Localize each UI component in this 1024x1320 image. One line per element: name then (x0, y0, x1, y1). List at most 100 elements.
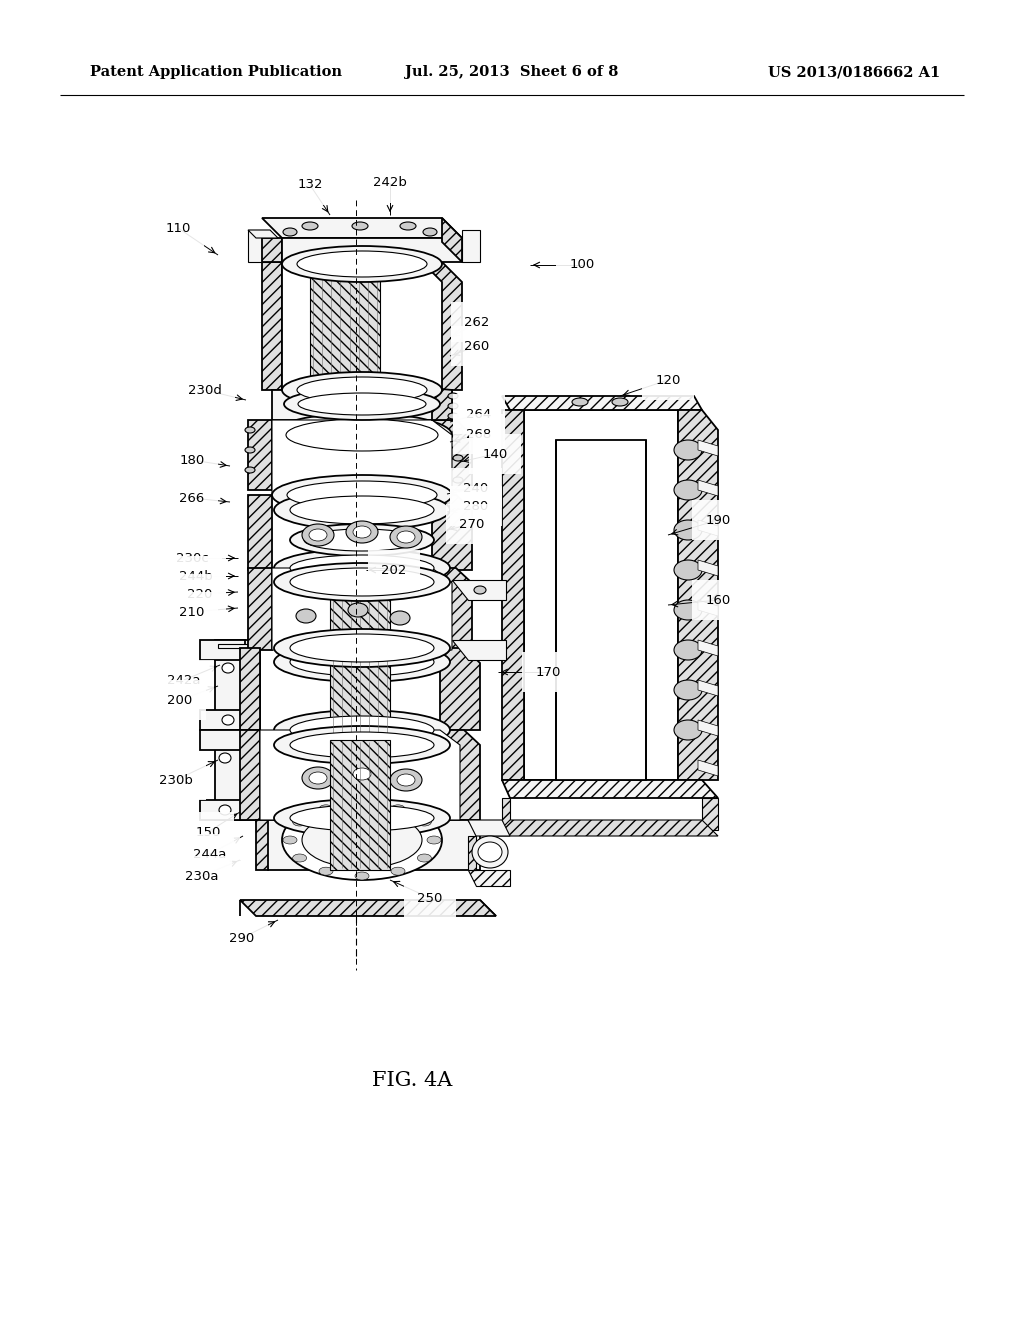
Ellipse shape (674, 560, 702, 579)
Ellipse shape (390, 525, 422, 548)
Ellipse shape (346, 763, 378, 785)
Ellipse shape (287, 480, 437, 510)
Polygon shape (330, 741, 390, 870)
Ellipse shape (274, 710, 450, 750)
Polygon shape (248, 568, 272, 649)
Text: 190: 190 (706, 513, 731, 527)
Ellipse shape (474, 586, 486, 594)
Polygon shape (330, 649, 390, 741)
Polygon shape (698, 520, 718, 536)
Ellipse shape (302, 524, 334, 546)
Ellipse shape (290, 715, 434, 744)
Ellipse shape (309, 772, 327, 784)
Polygon shape (698, 601, 718, 616)
Polygon shape (698, 440, 718, 455)
Ellipse shape (274, 630, 450, 667)
Polygon shape (678, 411, 718, 780)
Polygon shape (272, 389, 452, 420)
Ellipse shape (674, 719, 702, 741)
Polygon shape (200, 640, 245, 660)
Text: 160: 160 (706, 594, 731, 606)
Polygon shape (260, 730, 460, 820)
Ellipse shape (390, 611, 410, 624)
Text: 230d: 230d (188, 384, 222, 396)
Text: 110: 110 (165, 222, 190, 235)
Ellipse shape (293, 854, 306, 862)
Polygon shape (440, 730, 480, 820)
Polygon shape (422, 261, 462, 389)
Polygon shape (432, 568, 472, 649)
Polygon shape (262, 218, 462, 238)
Ellipse shape (222, 663, 234, 673)
Polygon shape (468, 836, 476, 870)
Text: 240: 240 (464, 482, 488, 495)
Polygon shape (215, 730, 260, 820)
Ellipse shape (427, 836, 441, 843)
Polygon shape (330, 568, 390, 649)
Ellipse shape (400, 222, 416, 230)
Polygon shape (200, 800, 245, 820)
Ellipse shape (282, 800, 442, 880)
Text: 202: 202 (381, 564, 407, 577)
Polygon shape (452, 640, 506, 660)
Polygon shape (248, 230, 278, 238)
Polygon shape (272, 420, 452, 495)
Text: 132: 132 (297, 178, 323, 191)
Ellipse shape (348, 603, 368, 616)
Polygon shape (248, 420, 272, 490)
Text: Jul. 25, 2013  Sheet 6 of 8: Jul. 25, 2013 Sheet 6 of 8 (406, 65, 618, 79)
Ellipse shape (290, 733, 434, 758)
Text: 244a: 244a (194, 847, 226, 861)
Ellipse shape (274, 726, 450, 764)
Text: 280: 280 (464, 499, 488, 512)
Polygon shape (272, 568, 452, 649)
Ellipse shape (572, 399, 588, 407)
Ellipse shape (274, 490, 450, 531)
Polygon shape (432, 388, 452, 420)
Ellipse shape (282, 246, 442, 282)
Ellipse shape (286, 418, 438, 451)
Ellipse shape (245, 447, 255, 453)
Polygon shape (218, 644, 262, 648)
Polygon shape (494, 820, 718, 836)
Polygon shape (432, 420, 472, 490)
Ellipse shape (282, 372, 442, 408)
Polygon shape (200, 710, 245, 730)
Polygon shape (556, 440, 646, 780)
Ellipse shape (296, 609, 316, 623)
Ellipse shape (297, 378, 427, 403)
Polygon shape (698, 680, 718, 696)
Polygon shape (698, 480, 718, 496)
Polygon shape (502, 396, 702, 411)
Text: 262: 262 (464, 315, 489, 329)
Ellipse shape (355, 800, 369, 808)
Polygon shape (432, 495, 472, 570)
Ellipse shape (222, 715, 234, 725)
Text: 140: 140 (482, 447, 508, 461)
Ellipse shape (453, 429, 463, 436)
Text: 120: 120 (655, 374, 681, 387)
Ellipse shape (449, 403, 458, 409)
Text: 244b: 244b (179, 569, 213, 582)
Polygon shape (215, 640, 260, 730)
Ellipse shape (423, 228, 437, 236)
Text: 200: 200 (167, 693, 193, 706)
Ellipse shape (674, 440, 702, 459)
Polygon shape (282, 238, 462, 261)
Ellipse shape (298, 393, 426, 414)
Ellipse shape (418, 854, 431, 862)
Polygon shape (200, 730, 245, 750)
Text: FIG. 4A: FIG. 4A (372, 1071, 453, 1089)
Ellipse shape (219, 805, 231, 814)
Text: 230c: 230c (176, 552, 208, 565)
Polygon shape (698, 560, 718, 576)
Ellipse shape (355, 873, 369, 880)
Polygon shape (702, 799, 718, 830)
Polygon shape (262, 261, 282, 389)
Polygon shape (502, 780, 718, 799)
Ellipse shape (290, 805, 434, 832)
Polygon shape (248, 495, 272, 570)
Ellipse shape (449, 413, 458, 418)
Ellipse shape (283, 228, 297, 236)
Polygon shape (248, 230, 270, 261)
